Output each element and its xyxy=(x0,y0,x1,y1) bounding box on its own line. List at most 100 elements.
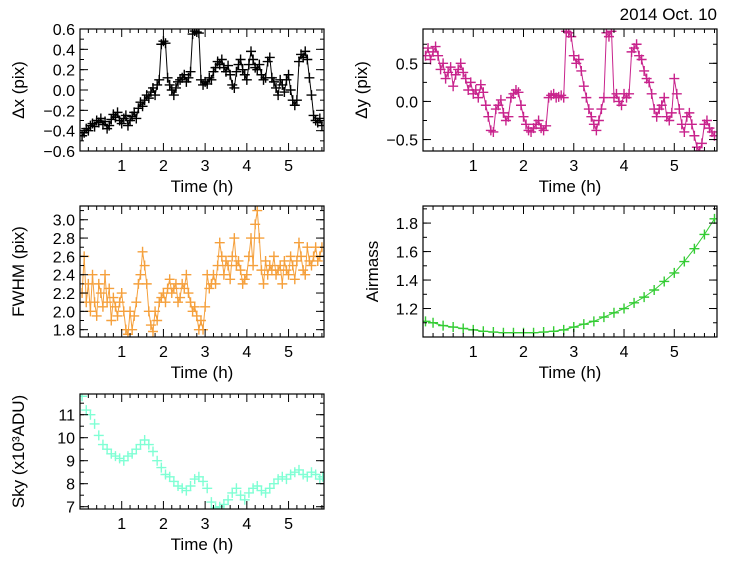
data-point-sky xyxy=(160,469,171,480)
y-tick-label-dx: 0.0 xyxy=(53,83,75,100)
data-point-fwhm xyxy=(116,288,127,299)
data-point-fwhm xyxy=(183,288,194,299)
data-point-fwhm xyxy=(273,265,284,276)
y-axis-label-sky: Sky (x10³ADU) xyxy=(9,395,28,508)
panel-dy: 1 2 3 4 5 −0.5 0.0 0.5 Time (h) Δy (pix) xyxy=(352,28,718,196)
data-point-dx xyxy=(112,107,123,118)
data-point-dx xyxy=(246,46,257,57)
x-axis-label-dy: Time (h) xyxy=(539,177,602,196)
data-point-dx xyxy=(264,52,275,63)
data-point-dx xyxy=(310,115,321,126)
data-point-dx xyxy=(235,54,246,65)
y-axis-label-fwhm: FWHM (pix) xyxy=(9,226,28,317)
data-point-airmass xyxy=(639,292,650,303)
data-point-fwhm xyxy=(216,251,227,262)
data-point-dy xyxy=(483,111,494,122)
data-point-sky xyxy=(135,439,146,450)
data-point-sky xyxy=(181,485,192,496)
data-point-dx xyxy=(139,95,150,106)
data-point-fwhm xyxy=(95,288,106,299)
data-point-fwhm xyxy=(110,301,121,312)
data-point-dy xyxy=(488,126,499,137)
data-point-dy xyxy=(586,111,597,122)
data-point-dx xyxy=(181,76,192,87)
data-point-dy xyxy=(696,138,707,149)
data-dx xyxy=(80,29,324,141)
data-point-dx xyxy=(104,120,115,131)
data-point-dy xyxy=(593,115,604,126)
data-point-fwhm xyxy=(147,326,158,337)
y-tick-label-dy: 0.5 xyxy=(396,56,418,73)
data-point-dy xyxy=(689,130,700,141)
plot-frame-sky xyxy=(79,393,325,510)
data-point-dy xyxy=(493,100,504,111)
data-point-sky xyxy=(289,467,300,478)
data-point-fwhm xyxy=(139,260,150,271)
data-point-dx xyxy=(183,72,194,83)
data-point-dy xyxy=(583,104,594,115)
data-point-dy xyxy=(450,69,461,80)
data-point-sky xyxy=(185,481,196,491)
data-point-dy xyxy=(423,50,431,61)
data-point-sky xyxy=(248,483,259,494)
data-point-sky xyxy=(239,494,250,505)
data-point-fwhm xyxy=(227,251,238,262)
data-point-fwhm xyxy=(112,310,123,321)
data-point-fwhm xyxy=(89,297,100,308)
panel-sky: 1 2 3 4 5 7 8 9 10 11 Time (h) Sky (x10³ADU) xyxy=(9,393,325,554)
data-point-dy xyxy=(561,29,572,37)
x-tick-label-dx: 1 xyxy=(117,158,126,175)
data-point-fwhm xyxy=(277,278,288,289)
data-point-dy xyxy=(428,46,439,57)
y-axis-label-dy: Δy (pix) xyxy=(352,61,371,119)
y-tick-label-fwhm: 2.4 xyxy=(53,268,75,285)
y-tick-label-airmass: 1.8 xyxy=(396,216,418,233)
y-tick-label-airmass: 1.4 xyxy=(396,273,418,290)
plot-frame-airmass xyxy=(422,205,718,338)
x-tick-label-sky: 4 xyxy=(242,516,251,533)
data-point-dx xyxy=(268,76,279,87)
data-point-dx xyxy=(252,64,263,75)
data-point-fwhm xyxy=(91,310,102,321)
data-point-dy xyxy=(684,107,695,118)
data-fwhm xyxy=(80,206,324,337)
data-point-fwhm xyxy=(191,310,202,321)
data-point-sky xyxy=(118,455,129,466)
data-point-fwhm xyxy=(293,237,304,248)
data-point-sky xyxy=(81,405,92,416)
x-axis-label-dx: Time (h) xyxy=(171,177,234,196)
data-point-dy xyxy=(669,73,680,84)
x-tick-label-fwhm: 2 xyxy=(159,344,168,361)
data-point-dy xyxy=(430,41,441,52)
data-point-dy xyxy=(588,119,599,130)
data-point-sky xyxy=(110,451,121,462)
x-tick-label-sky: 3 xyxy=(201,516,210,533)
data-point-fwhm xyxy=(229,233,240,244)
data-point-airmass xyxy=(598,312,609,323)
y-tick-label-dx: −0.2 xyxy=(43,103,75,120)
x-tick-label-dy: 2 xyxy=(519,158,528,175)
data-point-sky xyxy=(131,444,142,455)
data-point-dx xyxy=(166,85,177,95)
data-point-fwhm xyxy=(141,278,152,289)
data-point-dx xyxy=(298,52,309,63)
data-point-dy xyxy=(541,120,552,131)
data-point-dx xyxy=(243,59,254,70)
data-point-fwhm xyxy=(175,292,186,303)
y-tick-label-fwhm: 1.8 xyxy=(53,323,75,340)
data-point-fwhm xyxy=(223,260,234,271)
data-point-sky xyxy=(268,478,279,489)
data-point-dx xyxy=(248,54,259,65)
data-point-dy xyxy=(558,92,569,103)
data-point-dy xyxy=(435,64,446,75)
x-tick-label-airmass: 5 xyxy=(670,344,679,361)
data-point-airmass xyxy=(428,317,439,328)
data-point-dy xyxy=(581,92,592,103)
data-point-dy xyxy=(576,65,587,76)
data-point-dy xyxy=(448,81,459,92)
data-point-dy xyxy=(465,77,476,88)
data-point-dx xyxy=(131,113,142,124)
data-point-fwhm xyxy=(283,269,294,280)
data-point-fwhm xyxy=(198,324,209,335)
data-point-dy xyxy=(453,64,464,75)
